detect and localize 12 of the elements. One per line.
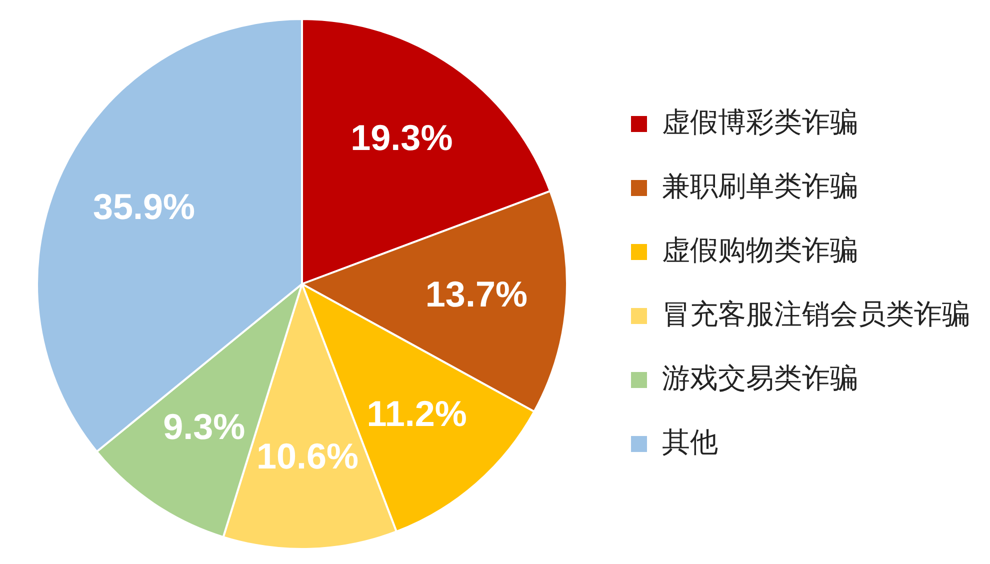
legend-label: 冒充客服注销会员类诈骗 <box>662 298 970 330</box>
data-label: 11.2% <box>366 392 467 434</box>
legend-label: 虚假博彩类诈骗 <box>662 106 858 138</box>
data-label: 19.3% <box>350 117 453 158</box>
legend-label: 兼职刷单类诈骗 <box>662 170 858 202</box>
data-label: 35.9% <box>92 186 196 227</box>
data-label: 10.6% <box>256 436 359 477</box>
legend-label: 虚假购物类诈骗 <box>662 234 858 266</box>
legend-label: 其他 <box>662 426 718 458</box>
legend-label: 游戏交易类诈骗 <box>662 362 858 394</box>
data-label: 13.7% <box>425 274 528 315</box>
data-label: 9.3% <box>163 406 246 447</box>
